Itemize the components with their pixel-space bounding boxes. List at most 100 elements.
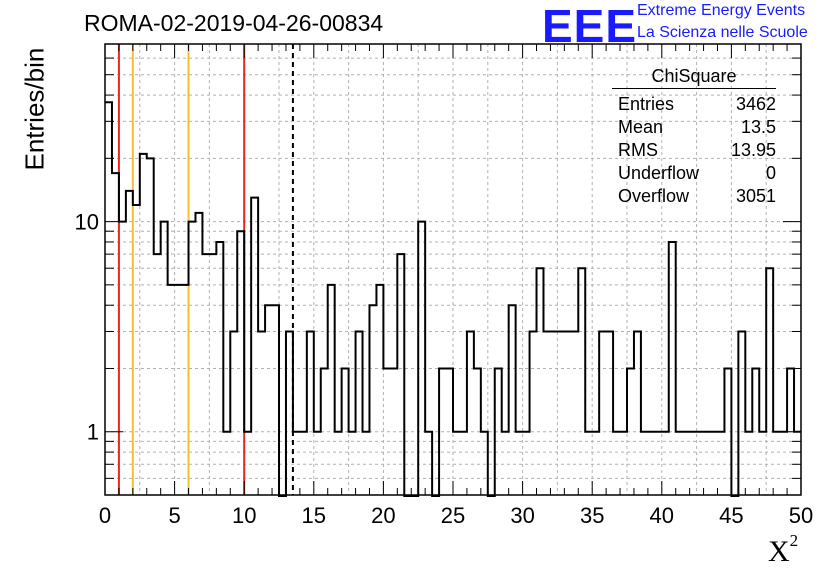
histogram-bin [147,158,154,495]
axis-ticks [104,43,802,495]
histogram-bin [683,432,690,495]
histogram-bin [564,331,571,495]
tick-labels: 0 5 10 15 20 25 30 35 40 45 50 1 10 [75,210,814,528]
histogram-bin [328,285,335,495]
stats-value: 13.5 [740,117,776,137]
histogram-bin [251,198,258,495]
x-tick-label: 30 [510,503,534,528]
histogram-bin [613,432,620,495]
histogram-bin [509,305,516,495]
histogram-bin [307,331,314,495]
histogram-bin [383,368,390,495]
stats-row-underflow: Underflow 0 [612,162,776,185]
histogram-bin [293,432,300,495]
stats-value: 3462 [735,94,776,114]
histogram-bin [272,305,279,495]
histogram-bin [244,432,251,495]
histogram-bin [300,432,307,495]
stats-label: Overflow [618,186,690,206]
histogram-bin [704,432,711,495]
histogram-bin [314,432,321,495]
histogram-bin [606,331,613,495]
histogram-bin [690,432,697,495]
histogram-bin [530,331,537,495]
histogram-bin [759,432,766,495]
histogram-bin [119,222,126,495]
histogram-bin [537,268,544,495]
histogram-bin [195,213,202,495]
stats-value: 0 [765,163,776,183]
y-tick-label: 10 [75,210,99,235]
histogram-bin [620,432,627,495]
histogram-bin [105,102,112,495]
histogram-bin [342,368,349,495]
histogram-bin [369,305,376,495]
histogram-bin [523,432,530,495]
histogram-bin [766,268,773,495]
histogram-bin [467,331,474,495]
histogram-bin [481,432,488,495]
histogram-bin [258,331,265,495]
histogram-bin [578,268,585,495]
x-tick-label: 50 [789,503,813,528]
reference-lines [117,44,294,495]
histogram-bin [439,368,446,495]
histogram-bin [697,432,704,495]
histogram-bin [745,432,752,495]
stats-row-rms: RMS 13.95 [612,139,776,162]
stats-row-overflow: Overflow 3051 [612,185,776,208]
stats-value: 13.95 [730,140,776,160]
histogram-bin [216,242,223,495]
eee-logo: EEE [542,0,638,52]
histogram-bin [202,254,209,495]
histogram-bin [474,368,481,495]
histogram-bin [634,331,641,495]
histogram-bin [349,432,356,495]
histogram-bin [585,432,592,495]
histogram-bin [495,368,502,495]
histogram-bin [390,368,397,495]
histogram-bin [446,368,453,495]
histogram-bin [376,285,383,495]
x-tick-label: 45 [719,503,743,528]
histogram-bin [418,222,425,495]
histogram-bin [397,254,404,495]
y-tick-label: 1 [87,420,99,445]
histogram-bin [321,368,328,495]
histogram-bin [655,432,662,495]
x-tick-label: 0 [99,503,111,528]
run-title: ROMA-02-2019-04-26-00834 [84,10,384,36]
histogram-bin [363,432,370,495]
stats-label: RMS [618,140,658,160]
histogram-bin [237,231,244,495]
x-tick-label: 5 [168,503,180,528]
histogram-bin [711,432,718,495]
histogram-bin [335,432,342,495]
histogram-bin [738,331,745,495]
histogram-bin [140,154,147,495]
histogram-bin [676,432,683,495]
histogram-bin [161,222,168,495]
histogram-bin [557,331,564,495]
histogram-bin [133,205,140,495]
histogram-bin [182,285,189,495]
x-tick-label: 25 [441,503,465,528]
histogram-bin [265,305,272,495]
histogram-bin [168,285,175,495]
histogram-bin [717,432,724,495]
histogram-bin [230,331,237,495]
histogram-bin [669,242,676,495]
histogram-bin [724,368,731,495]
stats-box: ChiSquare Entries 3462 Mean 13.5 RMS 13.95 … [612,66,776,208]
histogram-bin [752,368,759,495]
histogram-bin [516,432,523,495]
histogram-bin [627,368,634,495]
x-tick-label: 35 [580,503,604,528]
stats-row-mean: Mean 13.5 [612,116,776,139]
histogram-bin [189,222,196,495]
histogram-bin [780,432,787,495]
stats-label: Underflow [618,163,700,183]
histogram-bin [641,432,648,495]
histogram-bin [425,432,432,495]
x-tick-label: 20 [371,503,395,528]
